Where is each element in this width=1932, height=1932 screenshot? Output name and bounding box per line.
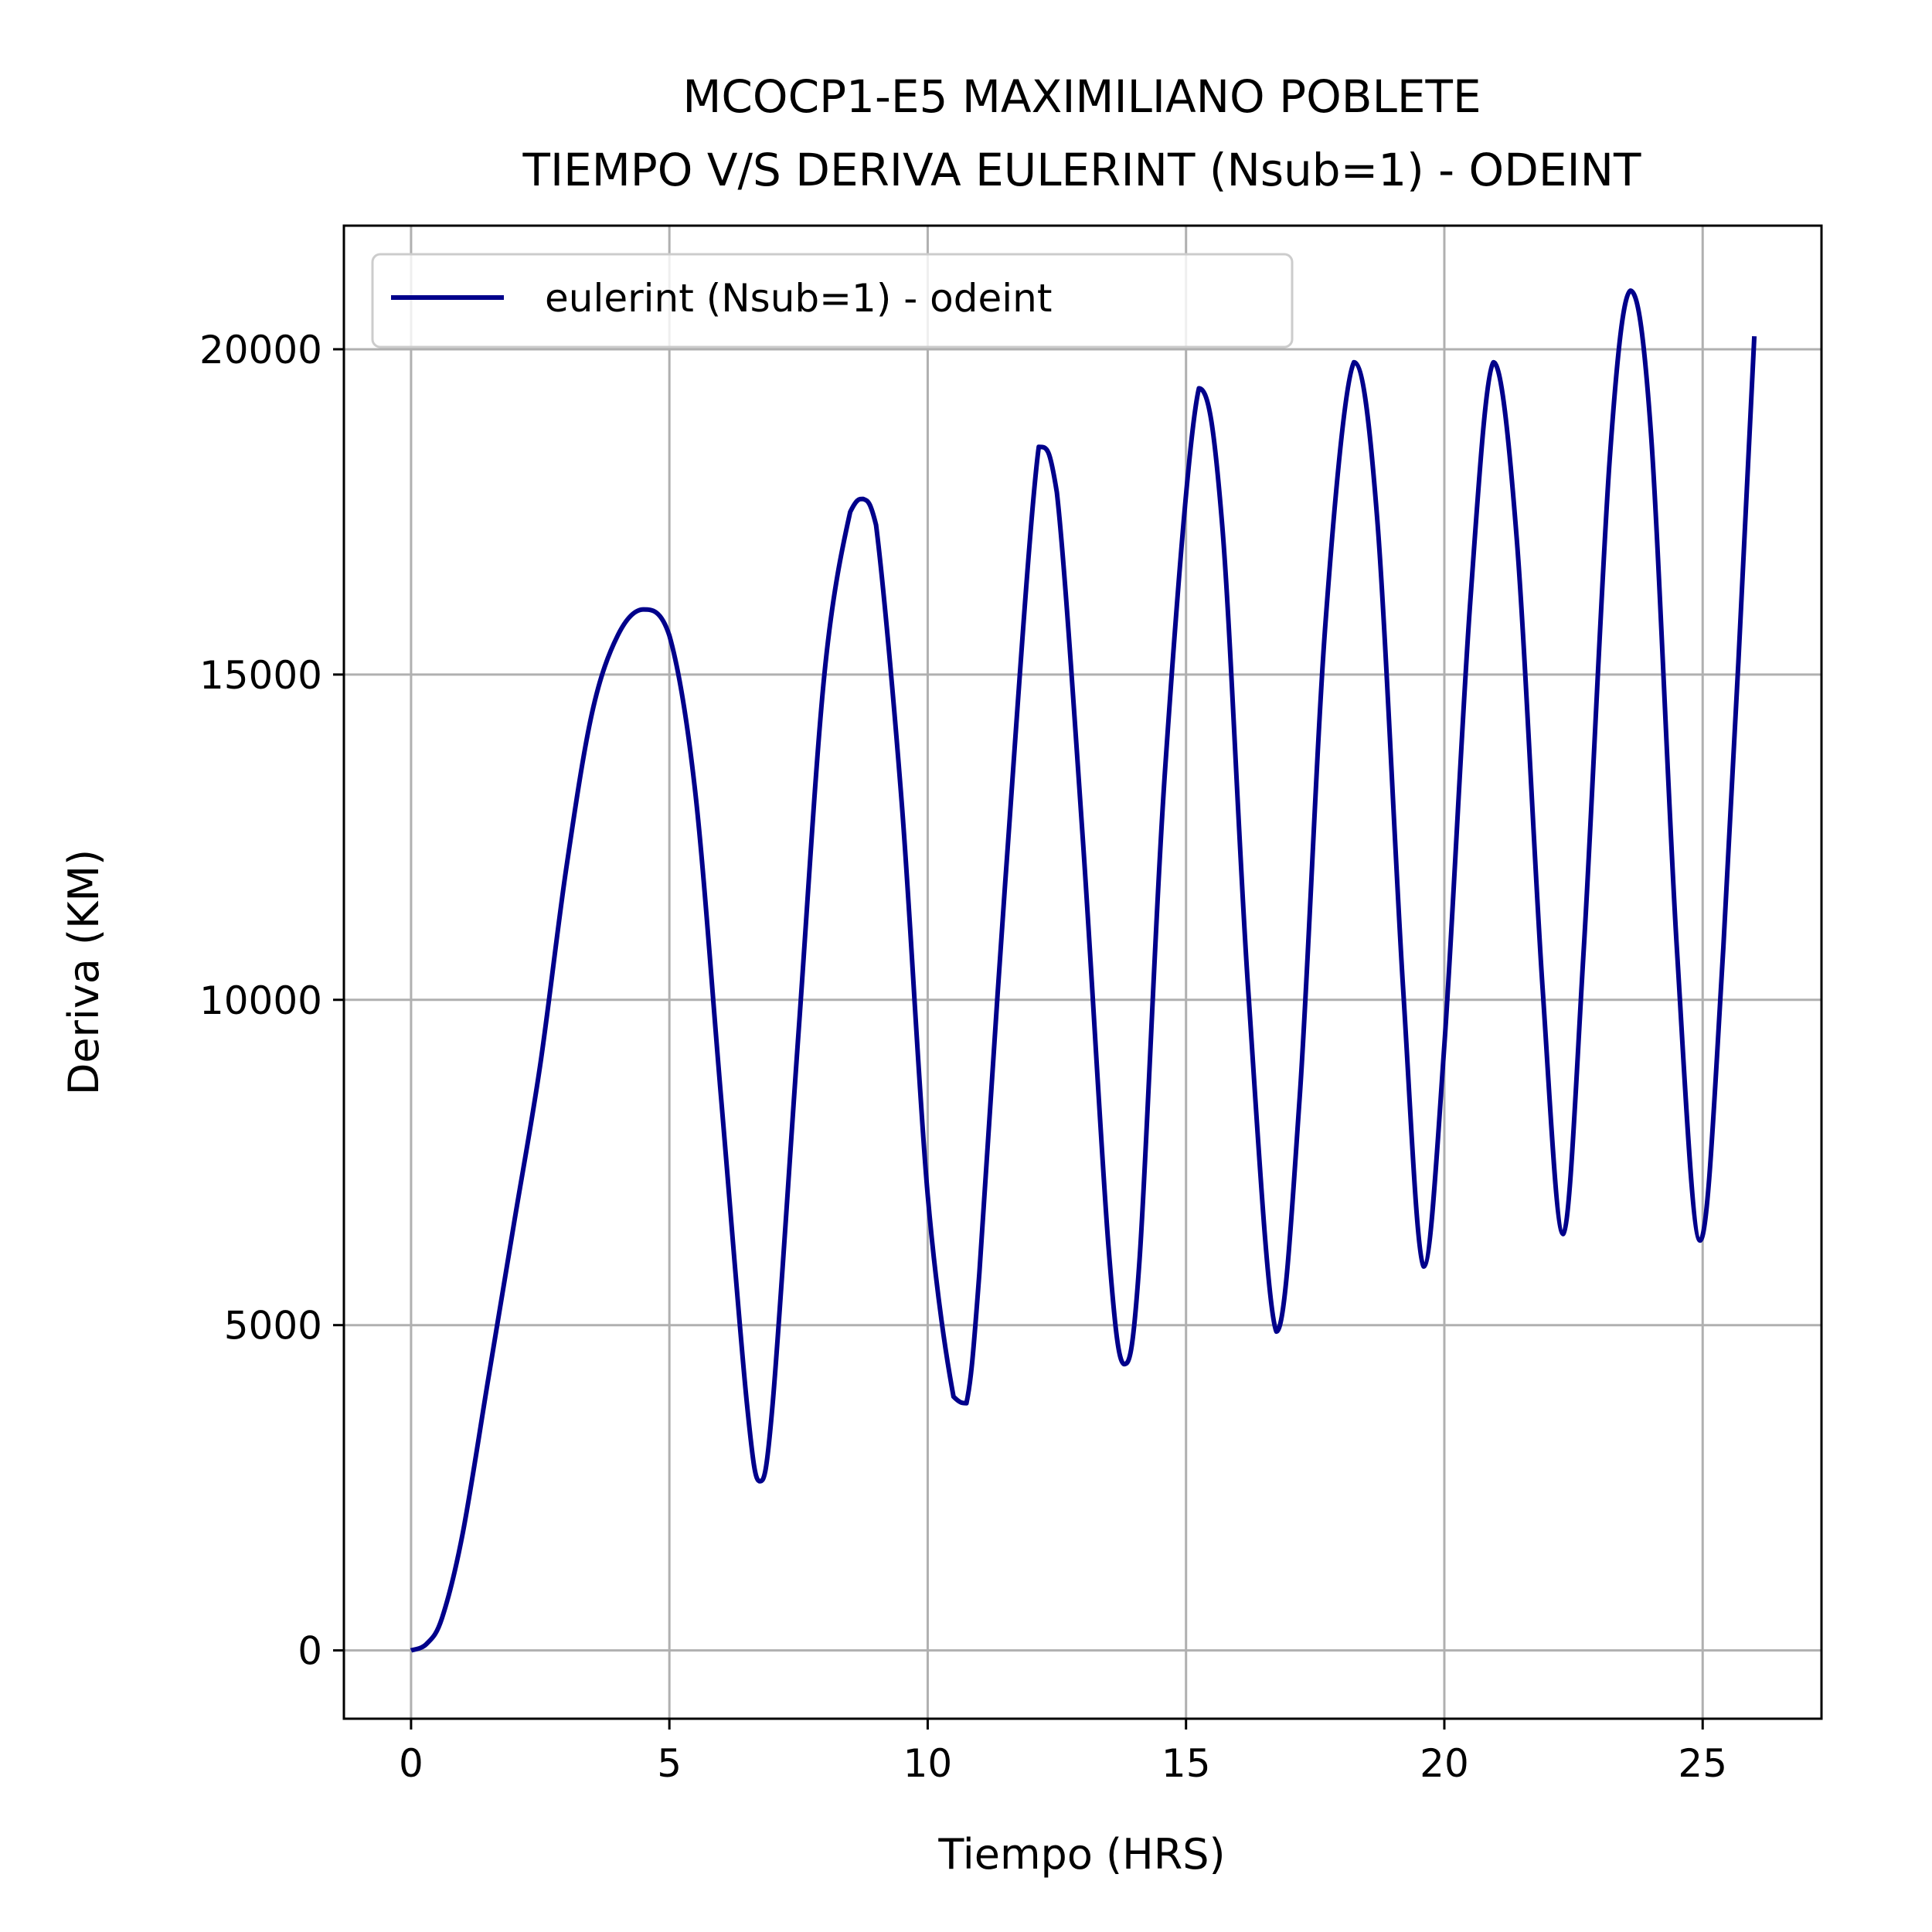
y-tick-label: 10000 xyxy=(199,978,322,1023)
data-point xyxy=(1352,361,1355,364)
data-point xyxy=(1492,361,1495,364)
data-point xyxy=(965,1402,968,1405)
x-tick-label: 0 xyxy=(399,1741,423,1786)
data-point xyxy=(1081,835,1084,838)
data-point xyxy=(1138,1259,1141,1262)
data-point xyxy=(1197,386,1200,389)
data-point xyxy=(797,1031,800,1034)
data-point xyxy=(425,1642,428,1645)
data-point xyxy=(1675,946,1679,949)
data-point xyxy=(1515,536,1519,539)
axis-ticks: 0 5 10 15 20 25 0 5000 10000 15000 20000 xyxy=(199,328,1727,1786)
chart-title-line-2: TIEMPO V/S DERIVA EULERINT (Nsub=1) - OD… xyxy=(522,144,1641,196)
grid xyxy=(344,226,1821,1719)
data-point xyxy=(978,1271,981,1274)
data-point xyxy=(758,1480,761,1483)
data-point xyxy=(668,634,671,637)
legend-box xyxy=(371,253,1294,349)
legend: eulerint (Nsub=1) - odeint xyxy=(371,253,1294,349)
data-point xyxy=(745,1402,748,1405)
y-tick-label: 15000 xyxy=(199,653,322,698)
data-point xyxy=(1699,1239,1702,1242)
data-point xyxy=(926,1193,929,1196)
data-point xyxy=(952,1395,955,1398)
data-point xyxy=(1582,946,1585,949)
data-point xyxy=(771,1402,774,1405)
data-point xyxy=(1562,1233,1565,1236)
data-point xyxy=(1275,1330,1278,1333)
data-point xyxy=(1037,445,1040,448)
data-point xyxy=(1443,1044,1446,1047)
series-layer xyxy=(410,288,1757,1653)
y-tick-label: 20000 xyxy=(199,328,322,372)
data-point xyxy=(487,1376,490,1379)
data-point xyxy=(1298,1096,1301,1099)
x-tick-label: 25 xyxy=(1678,1741,1727,1786)
series-line xyxy=(410,288,1757,1653)
data-point xyxy=(900,803,903,806)
chart-title-line-1: MCOCP1-E5 MAXIMILIANO POBLETE xyxy=(682,70,1481,123)
data-point xyxy=(1629,289,1632,292)
data-point xyxy=(513,1219,516,1223)
data-point xyxy=(642,608,645,611)
data-point xyxy=(461,1532,464,1535)
data-point xyxy=(1324,621,1327,624)
data-point xyxy=(875,523,878,526)
data-point xyxy=(1422,1265,1425,1268)
data-point xyxy=(616,634,619,637)
data-point xyxy=(1722,946,1725,949)
data-point xyxy=(823,673,826,676)
data-point xyxy=(719,1096,723,1099)
y-tick-label: 0 xyxy=(298,1629,322,1674)
y-tick-label: 5000 xyxy=(224,1304,322,1349)
data-point xyxy=(849,510,852,513)
data-point xyxy=(590,712,594,715)
data-point xyxy=(1541,985,1544,988)
data-point xyxy=(862,498,865,501)
data-point xyxy=(1376,517,1379,520)
data-point xyxy=(694,790,697,793)
data-point xyxy=(440,1617,444,1620)
x-axis-label: Tiempo (HRS) xyxy=(937,1830,1225,1879)
data-point xyxy=(1608,458,1611,461)
data-point xyxy=(1107,1246,1110,1249)
data-point xyxy=(1056,491,1059,494)
data-point xyxy=(1221,523,1224,526)
data-point xyxy=(1164,764,1167,767)
data-point xyxy=(539,1063,542,1066)
y-axis-label: Deriva (KM) xyxy=(60,849,108,1095)
x-tick-label: 20 xyxy=(1420,1741,1469,1786)
x-tick-label: 15 xyxy=(1162,1741,1211,1786)
data-point xyxy=(1401,985,1404,988)
legend-label: eulerint (Nsub=1) - odeint xyxy=(545,276,1052,321)
x-tick-label: 10 xyxy=(903,1741,953,1786)
data-point xyxy=(1004,881,1007,884)
plot-frame xyxy=(342,224,1823,1720)
data-point xyxy=(1649,432,1652,435)
data-point xyxy=(1468,601,1471,604)
data-point xyxy=(564,868,567,871)
x-tick-label: 5 xyxy=(657,1741,682,1786)
data-point xyxy=(1247,985,1250,988)
data-point xyxy=(410,1649,413,1652)
data-point xyxy=(1753,335,1756,338)
data-point xyxy=(1122,1362,1125,1366)
